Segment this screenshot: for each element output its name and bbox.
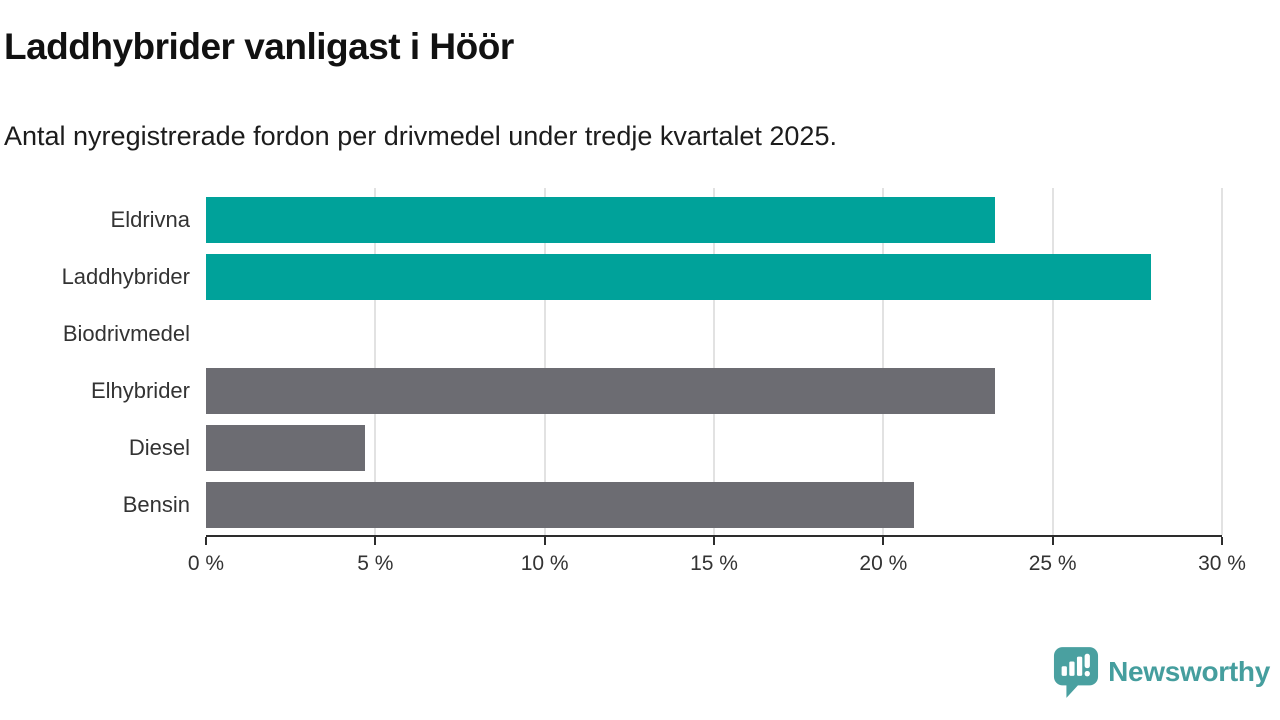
speech-bubble-shape <box>1054 647 1099 698</box>
axis-tick <box>205 537 207 545</box>
bar <box>206 425 366 471</box>
newsworthy-logo-text: Newsworthy <box>1108 656 1270 687</box>
newsworthy-logo: Newsworthy <box>1053 646 1270 698</box>
axis-tick-label: 10 % <box>520 552 569 575</box>
axis-tick-label: 5 % <box>357 552 394 575</box>
axis-tick-label: 15 % <box>690 552 738 575</box>
category-label: Biodrivmedel <box>62 321 190 346</box>
chart-subtitle: Antal nyregistrerade fordon per drivmede… <box>4 121 837 151</box>
bar-track <box>206 311 1222 357</box>
bar-track <box>206 482 1222 528</box>
bar-track <box>206 254 1222 300</box>
bar-track <box>206 425 1222 471</box>
bar-track <box>206 197 1222 243</box>
category-label: Laddhybrider <box>61 264 190 289</box>
bar <box>206 482 914 528</box>
gridline <box>882 188 885 535</box>
axis-tick-label: 20 % <box>859 552 908 575</box>
bar-chart: Eldrivna Laddhybrider Biodrivmedel Elhybrid… <box>0 188 1280 608</box>
gridline <box>1051 188 1054 535</box>
axis-tick-label: 0 % <box>187 552 225 575</box>
axis-tick <box>543 537 546 545</box>
axis-tick <box>374 537 377 545</box>
x-axis-labels: 0 % 5 % 10 % 15 % 20 % 25 % 30 % <box>188 552 1246 582</box>
chart-row: Bensin <box>0 482 1280 528</box>
axis-tick <box>882 537 885 545</box>
axis-tick <box>1221 537 1223 545</box>
bar <box>206 197 996 243</box>
chart-gridlines <box>206 188 1223 535</box>
bar-track <box>206 368 1222 414</box>
bar <box>206 368 996 414</box>
gridline <box>713 188 715 535</box>
chart-row: Biodrivmedel <box>0 311 1280 357</box>
x-axis-line <box>205 535 1223 545</box>
category-label: Bensin <box>122 492 190 517</box>
category-label: Diesel <box>128 435 190 460</box>
page-title: Laddhybrider vanligast i Höör <box>4 26 514 67</box>
gridline <box>1221 188 1223 535</box>
chart-row: Laddhybrider <box>0 254 1280 300</box>
chart-rows: Eldrivna Laddhybrider Biodrivmedel Elhybrid… <box>0 188 1280 528</box>
chart-row: Diesel <box>0 425 1280 471</box>
category-label: Eldrivna <box>110 207 190 232</box>
gridline <box>374 188 377 535</box>
axis-tick <box>713 537 715 545</box>
chart-row: Elhybrider <box>0 368 1280 414</box>
category-label: Elhybrider <box>90 378 190 403</box>
gridline <box>543 188 546 535</box>
axis-tick-label: 30 % <box>1198 552 1246 575</box>
axis-tick <box>1051 537 1054 545</box>
bar <box>206 254 1151 300</box>
newsworthy-logo-icon <box>1053 646 1099 698</box>
chart-row: Eldrivna <box>0 197 1280 243</box>
axis-tick-label: 25 % <box>1028 552 1077 575</box>
